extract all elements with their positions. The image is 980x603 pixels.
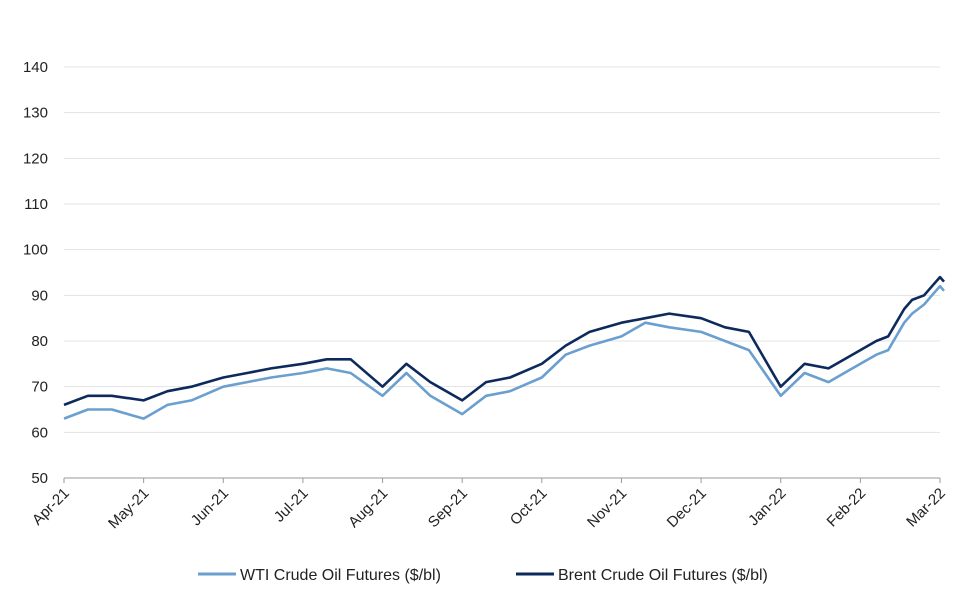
- x-tick-label: Nov-21: [584, 485, 630, 531]
- x-tick-label: Dec-21: [664, 485, 710, 531]
- x-tick-label: Mar-22: [903, 485, 949, 531]
- x-tick-label: Oct-21: [507, 485, 551, 529]
- series-line-wti: [63, 284, 945, 420]
- x-tick-label: Feb-22: [824, 485, 870, 531]
- x-tick-label: Jan-22: [745, 485, 789, 529]
- x-tick-label: Aug-21: [345, 485, 391, 531]
- y-tick-label: 80: [31, 333, 48, 350]
- y-tick-label: 130: [23, 105, 48, 122]
- y-tick-label: 90: [31, 287, 48, 304]
- legend-label-brent: Brent Crude Oil Futures ($/bl): [558, 567, 768, 584]
- y-tick-label: 50: [31, 470, 48, 487]
- y-tick-label: 110: [24, 196, 48, 213]
- y-tick-label: 60: [31, 424, 48, 441]
- x-tick-label: May-21: [105, 485, 152, 532]
- x-tick-label: Sep-21: [425, 485, 471, 531]
- series-line-brent: [63, 275, 945, 407]
- x-tick-label: Jun-21: [188, 485, 232, 529]
- y-tick-label: 70: [31, 379, 48, 396]
- x-axis: Apr-21 May-21 Jun-21 Jul-21 Aug-21 Sep-21 Oct-…: [29, 478, 949, 532]
- legend: WTI Crude Oil Futures ($/bl) Brent Crude…: [198, 567, 768, 584]
- gridlines: [64, 66, 940, 479]
- x-tick-label: Apr-21: [29, 485, 73, 529]
- y-tick-label: 100: [23, 242, 48, 259]
- y-tick-label: 140: [23, 59, 48, 76]
- y-tick-label: 120: [23, 150, 48, 167]
- x-tick-label: Jul-21: [271, 485, 312, 526]
- y-axis-ticks: 50 60 70 80 90 100 110 120 130 140: [23, 59, 48, 487]
- series-lines: [63, 275, 945, 420]
- legend-label-wti: WTI Crude Oil Futures ($/bl): [240, 567, 441, 584]
